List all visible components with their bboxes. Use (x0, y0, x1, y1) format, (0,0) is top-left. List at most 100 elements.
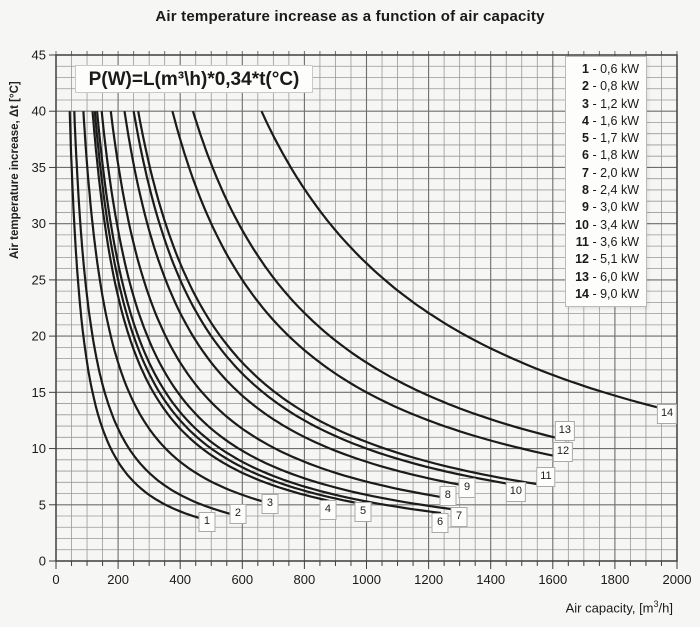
legend-item-value: - 1,6 (589, 113, 618, 128)
legend-item-value: - 1,8 (589, 148, 618, 163)
curve-6 (96, 111, 442, 515)
y-tick-label: 0 (39, 554, 46, 569)
curve-7 (100, 111, 460, 512)
curve-13 (191, 110, 568, 442)
y-axis-title: Air temperature increase, Δt [°C] (9, 81, 21, 259)
legend-item-number: 3 (582, 96, 589, 111)
formula-box: P(W)=L(m³\h)*0,34*t(°C) (75, 65, 313, 93)
legend-item-10: 10 - 3,4 kW (572, 217, 639, 234)
legend-item-3: 3 - 1,2 kW (572, 96, 639, 113)
x-tick-label: 1800 (600, 572, 629, 587)
curve-5 (93, 111, 364, 506)
curve-3 (82, 111, 271, 505)
curve-label-11: 11 (536, 466, 556, 487)
legend-item-14: 14 - 9,0 kW (572, 286, 639, 303)
legend-item-number: 14 (575, 286, 589, 301)
x-tick-label: 2000 (663, 572, 692, 587)
legend-item-unit: kW (620, 183, 639, 198)
curve-11 (137, 111, 547, 487)
legend-item-number: 8 (582, 183, 589, 198)
curve-label-9: 9 (458, 477, 476, 498)
x-tick-label: 1600 (538, 572, 567, 587)
legend-item-7: 7 - 2,0 kW (572, 165, 639, 182)
x-axis-title: Air capacity, [m3/h] (566, 599, 673, 615)
curve-12 (171, 110, 564, 459)
legend-item-number: 9 (582, 200, 589, 215)
legend-item-value: - 1,2 (589, 96, 618, 111)
legend-item-1: 1 - 0,6 kW (572, 61, 639, 78)
x-tick-label: 1400 (476, 572, 505, 587)
legend-item-number: 1 (582, 62, 589, 76)
y-tick-label: 40 (32, 104, 46, 119)
legend-item-number: 11 (575, 234, 589, 249)
legend-item-value: - 3,4 (589, 217, 618, 232)
y-tick-label: 25 (32, 272, 46, 287)
legend-item-value: - 0,6 (589, 62, 618, 76)
legend-item-unit: kW (620, 217, 639, 232)
legend-item-number: 10 (575, 217, 589, 232)
legend-item-unit: kW (620, 269, 639, 284)
legend-item-2: 2 - 0,8 kW (572, 78, 639, 95)
legend-item-number: 2 (582, 79, 589, 94)
legend-item-number: 4 (582, 113, 589, 128)
plot-border (55, 54, 678, 562)
legend-item-unit: kW (620, 131, 639, 146)
legend-item-unit: kW (620, 165, 639, 180)
y-tick-label: 20 (32, 329, 46, 344)
curve-label-6: 6 (431, 512, 449, 533)
legend-item-value: - 9,0 (589, 286, 618, 301)
legend-item-unit: kW (620, 286, 639, 301)
curve-label-4: 4 (319, 500, 337, 521)
legend-item-value: - 3,6 (589, 234, 618, 249)
x-tick-label: 200 (107, 572, 129, 587)
curve-1 (68, 111, 209, 522)
legend-item-4: 4 - 1,6 kW (572, 113, 639, 130)
legend-item-number: 6 (582, 148, 589, 163)
x-tick-label: 1000 (352, 572, 381, 587)
legend-item-unit: kW (620, 62, 639, 76)
x-tick-label: 800 (294, 572, 316, 587)
curve-9 (123, 111, 468, 488)
legend-item-unit: kW (620, 234, 639, 249)
y-tick-label: 10 (32, 441, 46, 456)
curve-14 (260, 110, 668, 411)
curve-label-12: 12 (552, 441, 574, 462)
legend-item-value: - 0,8 (589, 79, 618, 94)
legend-item-5: 5 - 1,7 kW (572, 130, 639, 147)
legend-item-value: - 2,4 (589, 183, 618, 198)
legend-item-value: - 3,0 (589, 200, 618, 215)
legend-item-unit: kW (620, 113, 639, 128)
curve-2 (73, 111, 240, 518)
legend-item-value: - 5,1 (589, 252, 618, 267)
legend-item-number: 5 (582, 131, 589, 146)
legend-item-unit: kW (620, 79, 639, 94)
curve-label-2: 2 (229, 503, 247, 524)
legend-item-6: 6 - 1,8 kW (572, 147, 639, 164)
curve-8 (109, 111, 449, 500)
legend-item-unit: kW (620, 252, 639, 267)
x-axis-title-suffix: /h] (658, 600, 673, 616)
legend-item-9: 9 - 3,0 kW (572, 199, 639, 216)
legend-item-number: 12 (575, 252, 589, 267)
legend-item-8: 8 - 2,4 kW (572, 182, 639, 199)
curve-label-1: 1 (198, 511, 216, 532)
curve-label-10: 10 (505, 482, 526, 503)
x-tick-label: 400 (169, 572, 191, 587)
y-tick-label: 35 (32, 160, 46, 175)
chart-title: Air temperature increase as a function o… (155, 8, 545, 25)
x-tick-label: 1200 (414, 572, 443, 587)
curve-4 (91, 111, 330, 502)
legend-item-value: - 6,0 (589, 269, 618, 284)
curve-label-14: 14 (656, 403, 678, 424)
x-tick-label: 600 (231, 572, 253, 587)
legend-item-number: 7 (582, 165, 589, 180)
y-tick-label: 5 (39, 497, 46, 512)
y-tick-label: 15 (32, 385, 46, 400)
y-tick-label: 30 (32, 216, 46, 231)
legend-item-value: - 2,0 (589, 165, 618, 180)
curve-label-13: 13 (554, 420, 576, 441)
curve-label-8: 8 (439, 485, 457, 506)
x-axis-title-prefix: Air capacity, [m (565, 600, 654, 616)
y-tick-label: 45 (32, 48, 46, 63)
